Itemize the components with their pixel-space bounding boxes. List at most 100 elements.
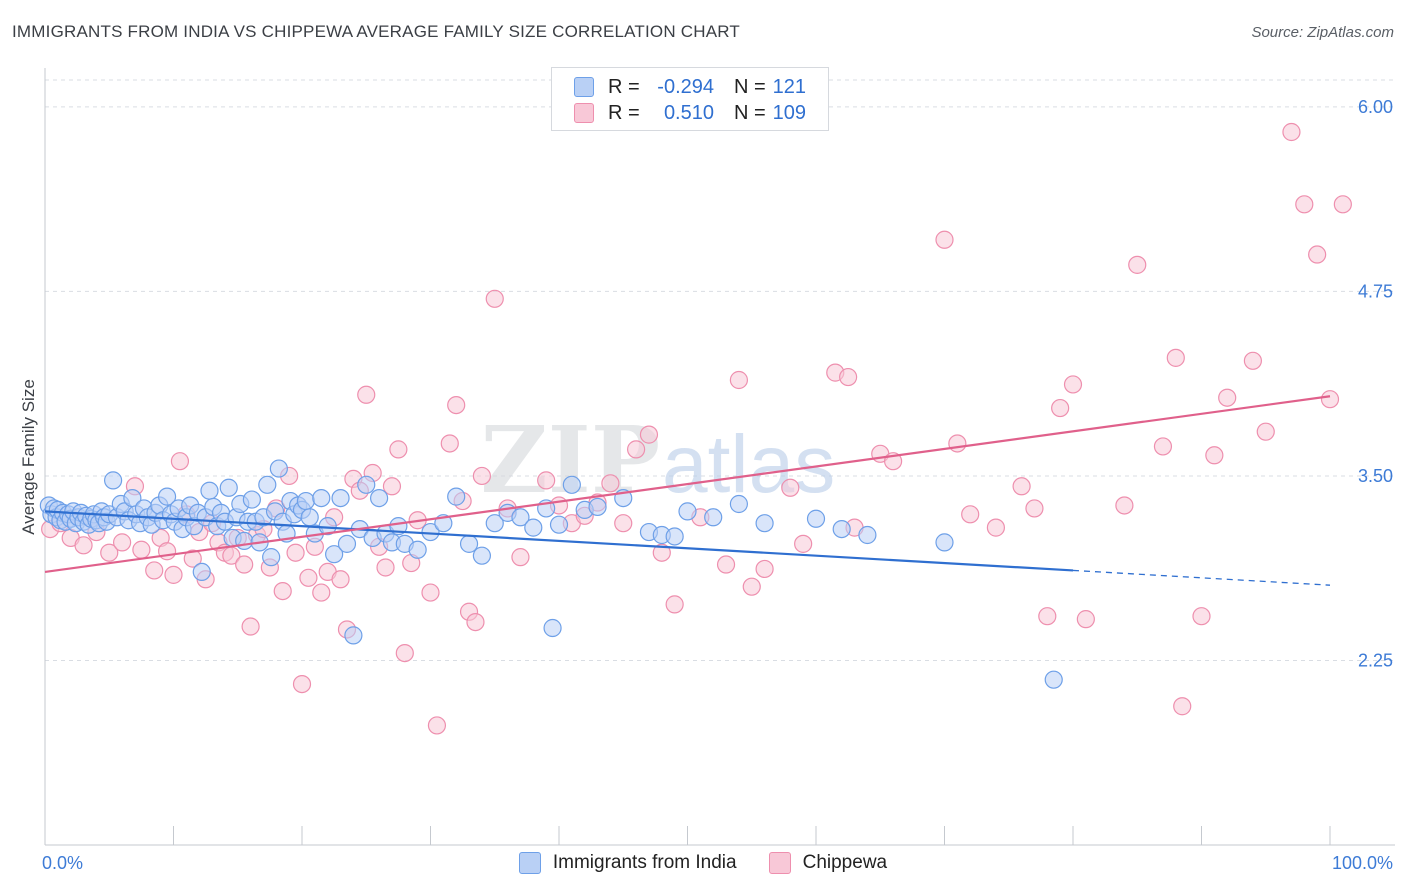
india-point	[258, 475, 277, 494]
chippewa-point	[1051, 398, 1070, 418]
india-point	[262, 548, 281, 567]
chippewa-point	[273, 581, 292, 601]
chippewa-point	[382, 477, 402, 496]
india-point	[511, 508, 530, 527]
legend-row-chippewa: R = 0.510 N = 109	[574, 100, 806, 126]
r-label: R =	[608, 101, 640, 124]
chippewa-legend-label: Chippewa	[802, 852, 888, 873]
correlation-legend: R = -0.294 N = 121 R = 0.510 N = 109	[551, 67, 829, 131]
chippewa-point	[299, 568, 318, 587]
chippewa-point	[183, 549, 202, 568]
chippewa-point	[1115, 496, 1134, 515]
chippewa-point	[1295, 195, 1314, 214]
chippewa-point	[132, 540, 151, 559]
india-trend-line	[44, 510, 1074, 572]
chippewa-point	[742, 577, 761, 596]
india-legend-label: Immigrants from India	[552, 852, 737, 873]
chippewa-point	[1205, 446, 1224, 465]
chippewa-point	[1063, 375, 1083, 394]
r-value: 0.510	[663, 101, 714, 124]
chippewa-point	[1333, 195, 1352, 214]
india-point	[344, 626, 363, 645]
chippewa-point	[1038, 607, 1057, 626]
y-tick-label: 3.50	[1358, 466, 1393, 486]
data-points	[39, 122, 1352, 735]
chippewa-point	[235, 555, 254, 574]
chippewa-point	[601, 474, 620, 493]
chippewa-point	[1025, 499, 1044, 518]
india-point	[588, 497, 607, 517]
india-point	[200, 481, 219, 500]
chippewa-swatch	[574, 103, 594, 123]
chippewa-point	[389, 440, 408, 459]
india-swatch	[574, 77, 594, 97]
chippewa-point	[427, 716, 447, 735]
y-tick-label: 2.25	[1358, 650, 1393, 670]
chippewa-point	[421, 583, 440, 602]
chippewa-point	[729, 370, 749, 390]
chippewa-point	[164, 565, 183, 584]
chippewa-point	[292, 674, 312, 694]
x-tick-label-max: 100.0%	[1332, 853, 1393, 873]
chippewa-legend-swatch	[768, 852, 791, 874]
chippewa-point	[614, 514, 633, 533]
chippewa-point	[376, 558, 395, 577]
india-point	[485, 514, 504, 533]
india-point	[543, 618, 562, 638]
chippewa-point	[1128, 255, 1147, 274]
india-point	[678, 502, 697, 521]
chippewa-point	[935, 230, 954, 249]
india-point	[235, 531, 254, 551]
india-point	[337, 534, 357, 553]
india-point	[549, 515, 569, 534]
india-point	[325, 545, 344, 564]
legend-item-chippewa: Chippewa	[768, 852, 888, 874]
chippewa-point	[440, 434, 459, 453]
n-value: 109	[772, 101, 806, 124]
india-point	[357, 475, 376, 494]
india-legend-swatch	[518, 852, 541, 874]
chippewa-point	[652, 543, 671, 562]
chippewa-point	[1256, 422, 1275, 441]
legend-item-india: Immigrants from India	[518, 852, 737, 874]
series-legend: Immigrants from India Chippewa	[0, 852, 1406, 874]
india-point	[242, 490, 261, 509]
india-trend-extension	[1072, 569, 1331, 586]
chippewa-point	[312, 583, 331, 602]
chippewa-point	[485, 289, 504, 308]
watermark-atlas: atlas	[662, 419, 835, 510]
watermark-zip: ZIP	[481, 406, 660, 514]
y-axis-label: Average Family Size	[19, 379, 38, 535]
india-point	[104, 471, 123, 490]
india-point	[370, 488, 389, 508]
chippewa-point	[716, 555, 736, 574]
chippewa-point	[794, 534, 813, 553]
gridlines	[45, 79, 1395, 661]
chippewa-point	[1153, 437, 1173, 456]
india-point	[331, 488, 350, 508]
chippewa-point	[1282, 122, 1301, 142]
chippewa-point	[1320, 390, 1340, 409]
chippewa-point	[626, 440, 646, 459]
india-point	[935, 533, 954, 552]
chippewa-point	[395, 643, 414, 663]
chippewa-point	[961, 505, 980, 524]
source-credit: Source: ZipAtlas.com	[1251, 24, 1394, 41]
chippewa-point	[665, 595, 684, 614]
chippewa-point	[466, 612, 485, 632]
r-label: R =	[608, 75, 640, 98]
india-point	[192, 562, 211, 582]
india-point	[755, 514, 774, 533]
india-point	[269, 459, 288, 478]
chippewa-point	[157, 542, 177, 561]
chippewa-point	[1173, 697, 1192, 716]
axes	[44, 68, 1395, 846]
watermark: ZIP atlas	[481, 406, 836, 514]
chippewa-point	[537, 471, 556, 490]
india-point	[1044, 670, 1063, 689]
chippewa-point	[241, 617, 260, 636]
india-point	[219, 478, 238, 497]
india-point	[296, 491, 315, 511]
chippewa-point	[74, 536, 93, 555]
chippewa-point	[1243, 351, 1263, 370]
